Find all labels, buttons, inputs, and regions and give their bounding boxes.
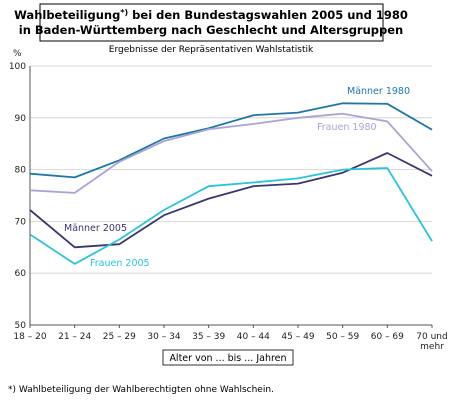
x-ticks: 18 – 20 21 – 24 25 – 29 30 – 34 35 – 39 40 – … bbox=[13, 325, 448, 352]
x-tick-label: 40 – 44 bbox=[237, 332, 270, 342]
footnote: *) Wahlbeteiligung der Wahlberechtigten … bbox=[8, 385, 274, 395]
x-tick-label: 30 – 34 bbox=[147, 332, 180, 342]
x-tick-label: 18 – 20 bbox=[13, 332, 46, 342]
series-line bbox=[29, 152, 433, 249]
y-tick-label: 80 bbox=[15, 166, 27, 176]
series-lines bbox=[29, 102, 433, 265]
y-tick-label: 100 bbox=[9, 62, 26, 72]
x-tick-label: 50 – 59 bbox=[326, 332, 359, 342]
axes bbox=[29, 66, 432, 326]
x-tick-label: 45 – 49 bbox=[281, 332, 314, 342]
series-labels: Männer 1980 Frauen 1980 Männer 2005 Frauen … bbox=[64, 86, 410, 269]
x-tick-label: 21 – 24 bbox=[58, 332, 91, 342]
y-tick-label: 70 bbox=[15, 217, 27, 227]
x-axis-label: Alter von ... bis ... Jahren bbox=[169, 353, 286, 364]
x-tick-label: 60 – 69 bbox=[371, 332, 404, 342]
series-label: Männer 1980 bbox=[347, 86, 410, 97]
series-label: Frauen 2005 bbox=[90, 258, 150, 269]
y-tick-label: 90 bbox=[15, 114, 27, 124]
y-tick-label: 60 bbox=[15, 269, 27, 279]
y-tick-label: 50 bbox=[15, 321, 27, 331]
title-box bbox=[39, 3, 384, 42]
x-tick-label: 25 – 29 bbox=[103, 332, 136, 342]
series-line bbox=[29, 112, 433, 194]
series-line bbox=[29, 167, 433, 265]
y-unit-label: % bbox=[13, 49, 22, 59]
grid bbox=[30, 65, 432, 274]
series-line bbox=[29, 102, 433, 179]
series-label: Männer 2005 bbox=[64, 223, 127, 234]
x-tick-label: 70 und mehr bbox=[416, 332, 447, 352]
chart-title-line2: in Baden-Württemberg nach Geschlecht und… bbox=[19, 23, 404, 37]
chart-title-line1: Wahlbeteiligung*) bei den Bundestagswahl… bbox=[14, 8, 408, 22]
chart-subtitle: Ergebnisse der Repräsentativen Wahlstati… bbox=[109, 45, 314, 55]
y-ticks: 50 60 70 80 90 100 bbox=[9, 62, 26, 331]
series-label: Frauen 1980 bbox=[317, 122, 377, 133]
x-axis-label-box bbox=[162, 349, 294, 366]
x-tick-label: 35 – 39 bbox=[192, 332, 225, 342]
